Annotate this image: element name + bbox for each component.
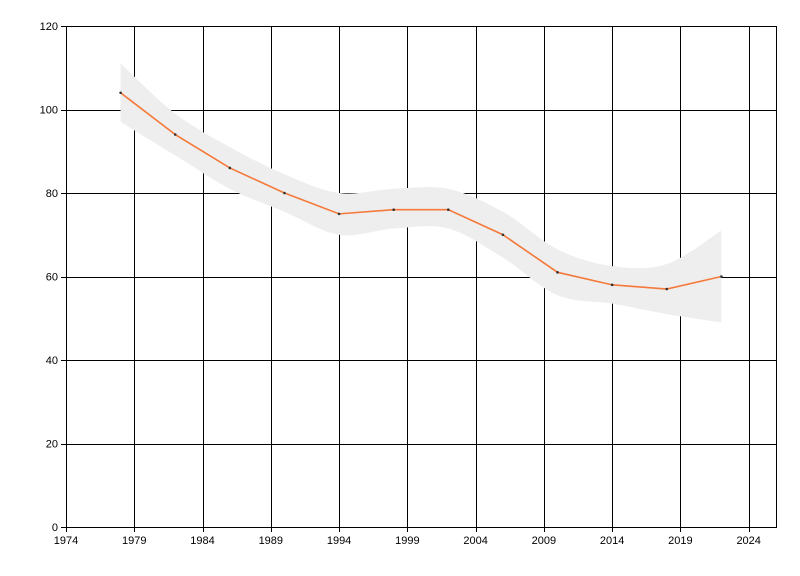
axes xyxy=(61,26,777,532)
y-tick-label: 40 xyxy=(46,355,58,367)
data-point xyxy=(556,271,559,274)
y-tick-label: 0 xyxy=(52,522,58,534)
y-tick-label: 80 xyxy=(46,188,58,200)
data-point xyxy=(447,208,450,211)
data-points xyxy=(119,91,723,291)
series-path xyxy=(120,92,722,290)
x-tick-label: 1994 xyxy=(327,535,351,547)
y-tick-label: 120 xyxy=(40,21,58,33)
data-point xyxy=(501,233,505,237)
data-point xyxy=(337,212,341,216)
x-tick-label: 1984 xyxy=(190,535,214,547)
data-point xyxy=(173,133,177,136)
x-tick-label: 1974 xyxy=(54,535,78,547)
y-tick-labels: 0 20 40 60 80 100 120 xyxy=(40,21,58,534)
data-point xyxy=(610,283,614,287)
x-tick-label: 2009 xyxy=(532,535,556,547)
y-tick-label: 20 xyxy=(46,439,58,451)
data-point xyxy=(228,166,232,170)
x-tick-label: 1989 xyxy=(259,535,283,547)
confidence-band-area xyxy=(120,63,722,323)
y-tick-label: 100 xyxy=(40,105,58,117)
data-point xyxy=(665,287,669,291)
data-point xyxy=(392,208,395,211)
data-point xyxy=(720,275,723,278)
x-tick-label: 2014 xyxy=(600,535,624,547)
x-tick-label: 1979 xyxy=(122,535,146,547)
data-point xyxy=(283,191,286,195)
x-tick-label: 2004 xyxy=(463,535,487,547)
x-tick-label: 1999 xyxy=(395,535,419,547)
x-tick-labels: 1974 1979 1984 1989 1994 1999 2004 2009 2014 2019… xyxy=(54,535,761,547)
x-tick-label: 2024 xyxy=(736,535,760,547)
y-tick-label: 60 xyxy=(46,272,58,284)
series-line xyxy=(120,92,722,290)
x-tick-label: 2019 xyxy=(668,535,692,547)
data-point xyxy=(119,91,122,95)
confidence-band xyxy=(120,63,722,323)
